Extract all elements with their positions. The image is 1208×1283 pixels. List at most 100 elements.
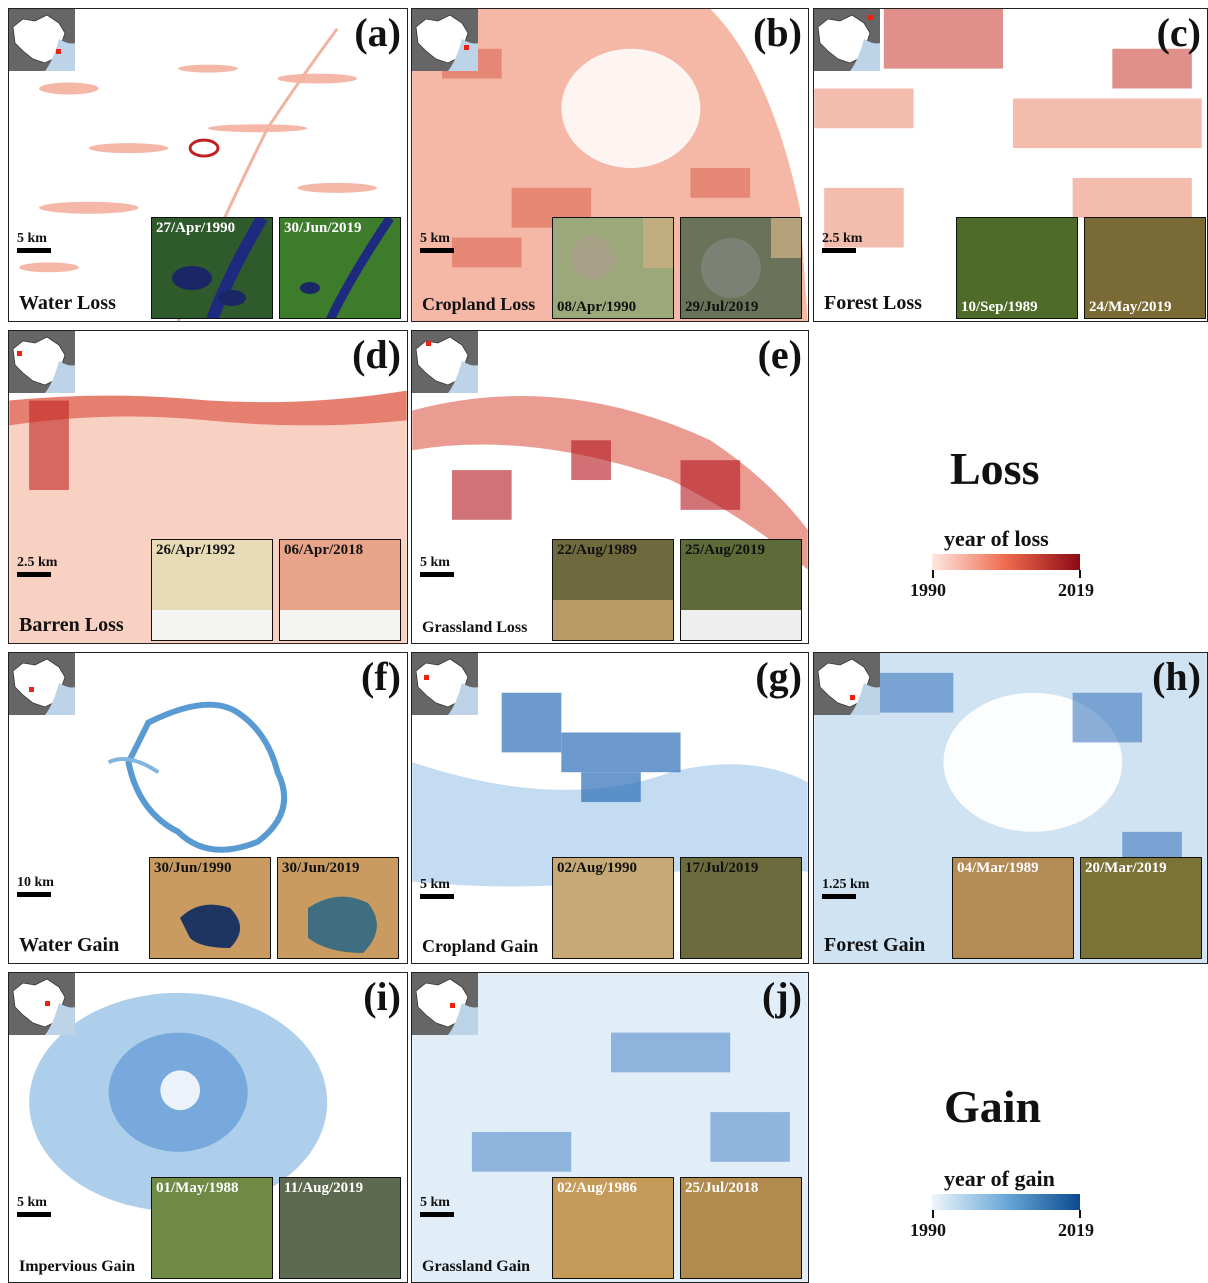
- inset-before: 02/Aug/1986: [552, 1177, 674, 1279]
- inset-date: 17/Jul/2019: [685, 860, 759, 876]
- inset-date: 01/May/1988: [156, 1180, 239, 1196]
- scale-label: 5 km: [17, 231, 47, 246]
- scale-bar: 5 km: [420, 555, 454, 577]
- inset-after: 30/Jun/2019: [277, 857, 399, 959]
- inset-after: 20/Mar/2019: [1080, 857, 1202, 959]
- forest-loss-map: [814, 9, 1202, 248]
- inset-date: 25/Jul/2018: [685, 1180, 759, 1196]
- inset-date: 11/Aug/2019: [284, 1180, 364, 1196]
- inset-before: 08/Apr/1990: [552, 217, 674, 319]
- panel-letter: (d): [352, 332, 401, 377]
- inset-before: 27/Apr/1990: [151, 217, 273, 319]
- inset-date: 10/Sep/1989: [961, 299, 1038, 315]
- inset-date: 27/Apr/1990: [156, 220, 236, 236]
- loss-colorbar: [932, 554, 1080, 570]
- inset-before: 04/Mar/1989: [952, 857, 1074, 959]
- panel-letter: (i): [363, 974, 401, 1019]
- inset-date: 25/Aug/2019: [685, 542, 766, 558]
- grassland-loss-map: [412, 396, 808, 570]
- inset-date: 22/Aug/1989: [557, 542, 638, 558]
- inset-before: 30/Jun/1990: [149, 857, 271, 959]
- panel-letter: (h): [1152, 654, 1201, 699]
- panel-title: Grassland Gain: [422, 1258, 531, 1275]
- water-gain-map: [107, 701, 288, 853]
- scale-bar: 5 km: [17, 231, 51, 253]
- inset-after: 30/Jun/2019: [279, 217, 401, 319]
- inset-after: 17/Jul/2019: [680, 857, 802, 959]
- inset-after: 06/Apr/2018: [279, 539, 401, 641]
- panel-letter: (j): [762, 974, 802, 1019]
- gain-colorbar: [932, 1194, 1080, 1210]
- inset-after: 29/Jul/2019: [680, 217, 802, 319]
- panel-f-water-gain: (f) 10 km Water Gain 30/Jun/1990 30/Jun/…: [8, 652, 408, 964]
- panel-title: Water Loss: [19, 292, 116, 314]
- panel-letter: (g): [755, 654, 802, 699]
- scale-bar: 5 km: [17, 1195, 51, 1217]
- location-map-icon: [9, 653, 75, 715]
- location-map-icon: [412, 9, 478, 71]
- loss-min-label: 1990: [910, 580, 946, 600]
- inset-after: 24/May/2019: [1084, 217, 1206, 319]
- location-map-icon: [9, 973, 75, 1035]
- scale-label: 5 km: [420, 555, 450, 570]
- inset-date: 30/Jun/2019: [282, 860, 360, 876]
- inset-after: 11/Aug/2019: [279, 1177, 401, 1279]
- inset-date: 29/Jul/2019: [685, 299, 759, 315]
- panel-j-grassland-gain: (j) 5 km Grassland Gain 02/Aug/1986 25/J…: [411, 972, 809, 1283]
- scale-bar: 5 km: [420, 877, 454, 899]
- panel-title: Impervious Gain: [19, 1258, 136, 1275]
- scale-bar: 2.5 km: [17, 555, 57, 577]
- location-map-icon: [814, 9, 880, 71]
- cropland-gain-map: [412, 692, 808, 887]
- tick-mark: [1079, 570, 1081, 578]
- loss-max-label: 2019: [1058, 580, 1094, 600]
- scale-bar: 5 km: [420, 1195, 454, 1217]
- panel-letter: (b): [753, 10, 802, 55]
- scale-label: 5 km: [420, 1195, 450, 1210]
- tick-mark: [932, 1210, 934, 1218]
- inset-before: 01/May/1988: [151, 1177, 273, 1279]
- panel-title: Water Gain: [19, 934, 120, 956]
- scale-label: 10 km: [17, 875, 54, 890]
- scale-label: 2.5 km: [822, 231, 863, 246]
- gain-min-label: 1990: [910, 1220, 946, 1240]
- scale-label: 1.25 km: [822, 877, 870, 892]
- inset-date: 02/Aug/1990: [557, 860, 638, 876]
- location-map-icon: [9, 9, 75, 71]
- location-map-icon: [412, 331, 478, 393]
- inset-after: 25/Jul/2018: [680, 1177, 802, 1279]
- location-map-icon: [412, 653, 478, 715]
- scale-bar: 10 km: [17, 875, 54, 897]
- panel-d-barren-loss: (d) 2.5 km Barren Loss 26/Apr/1992 06/Ap…: [8, 330, 408, 644]
- panel-i-impervious-gain: (i) 5 km Impervious Gain 01/May/1988 11/…: [8, 972, 408, 1283]
- scale-label: 5 km: [420, 877, 450, 892]
- inset-date: 06/Apr/2018: [284, 542, 364, 558]
- inset-date: 08/Apr/1990: [557, 299, 637, 315]
- tick-mark: [1079, 1210, 1081, 1218]
- inset-date: 30/Jun/2019: [284, 220, 362, 236]
- panel-letter: (e): [757, 332, 802, 377]
- panel-a-water-loss: (a) 5 km Water Loss 27/Apr/1990 30/Jun/2…: [8, 8, 408, 322]
- inset-date: 04/Mar/1989: [957, 860, 1039, 876]
- panel-title: Forest Loss: [824, 292, 922, 314]
- location-map-icon: [9, 331, 75, 393]
- loss-legend-title: year of loss: [944, 526, 1049, 551]
- panel-title: Grassland Loss: [422, 619, 528, 636]
- inset-before: 26/Apr/1992: [151, 539, 273, 641]
- scale-label: 2.5 km: [17, 555, 58, 570]
- inset-after: 25/Aug/2019: [680, 539, 802, 641]
- panel-h-forest-gain: (h) 1.25 km Forest Gain 04/Mar/1989 20/M…: [813, 652, 1208, 964]
- scale-label: 5 km: [17, 1195, 47, 1210]
- scale-bar: 5 km: [420, 231, 454, 253]
- panel-c-forest-loss: (c) 2.5 km Forest Loss 10/Sep/1989 24/Ma…: [813, 8, 1208, 322]
- panel-title: Barren Loss: [19, 614, 124, 636]
- panel-title: Cropland Loss: [422, 294, 536, 314]
- panel-b-cropland-loss: (b) 5 km Cropland Loss 08/Apr/1990 29/Ju…: [411, 8, 809, 322]
- scale-bar: 2.5 km: [822, 231, 862, 253]
- impervious-gain-map: [29, 992, 328, 1212]
- panel-letter: (a): [354, 10, 401, 55]
- panel-g-cropland-gain: (g) 5 km Cropland Gain 02/Aug/1990 17/Ju…: [411, 652, 809, 964]
- inset-before: 22/Aug/1989: [552, 539, 674, 641]
- inset-date: 20/Mar/2019: [1085, 860, 1167, 876]
- panel-e-grassland-loss: (e) 5 km Grassland Loss 22/Aug/1989 25/A…: [411, 330, 809, 644]
